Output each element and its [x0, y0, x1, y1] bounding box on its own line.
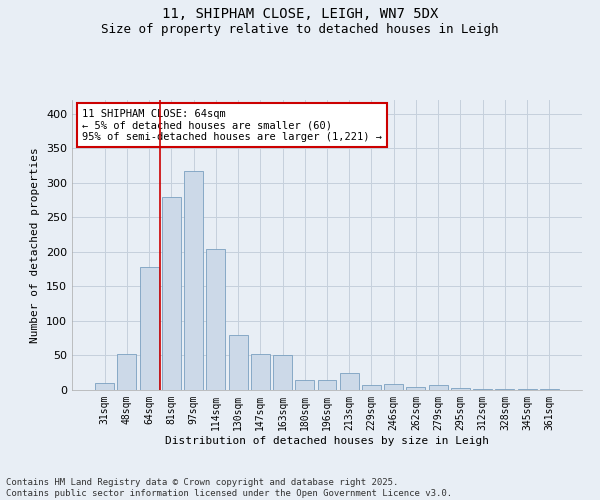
Y-axis label: Number of detached properties: Number of detached properties — [31, 147, 40, 343]
Bar — [229, 335, 248, 390]
Text: 11 SHIPHAM CLOSE: 64sqm
← 5% of detached houses are smaller (60)
95% of semi-det: 11 SHIPHAM CLOSE: 64sqm ← 5% of detached… — [82, 108, 382, 142]
Bar — [95, 383, 114, 390]
Bar — [473, 388, 492, 390]
Bar — [273, 356, 292, 390]
Text: Contains HM Land Registry data © Crown copyright and database right 2025.
Contai: Contains HM Land Registry data © Crown c… — [6, 478, 452, 498]
Bar — [317, 380, 337, 390]
Bar — [429, 385, 448, 390]
Bar — [295, 380, 314, 390]
Bar — [140, 267, 158, 390]
Bar — [251, 354, 270, 390]
Text: 11, SHIPHAM CLOSE, LEIGH, WN7 5DX: 11, SHIPHAM CLOSE, LEIGH, WN7 5DX — [162, 8, 438, 22]
Bar — [406, 386, 425, 390]
X-axis label: Distribution of detached houses by size in Leigh: Distribution of detached houses by size … — [165, 436, 489, 446]
Bar — [362, 385, 381, 390]
Bar — [118, 354, 136, 390]
Bar — [340, 372, 359, 390]
Bar — [206, 249, 225, 390]
Bar — [162, 196, 181, 390]
Bar — [451, 388, 470, 390]
Text: Size of property relative to detached houses in Leigh: Size of property relative to detached ho… — [101, 22, 499, 36]
Bar — [184, 171, 203, 390]
Bar — [384, 384, 403, 390]
